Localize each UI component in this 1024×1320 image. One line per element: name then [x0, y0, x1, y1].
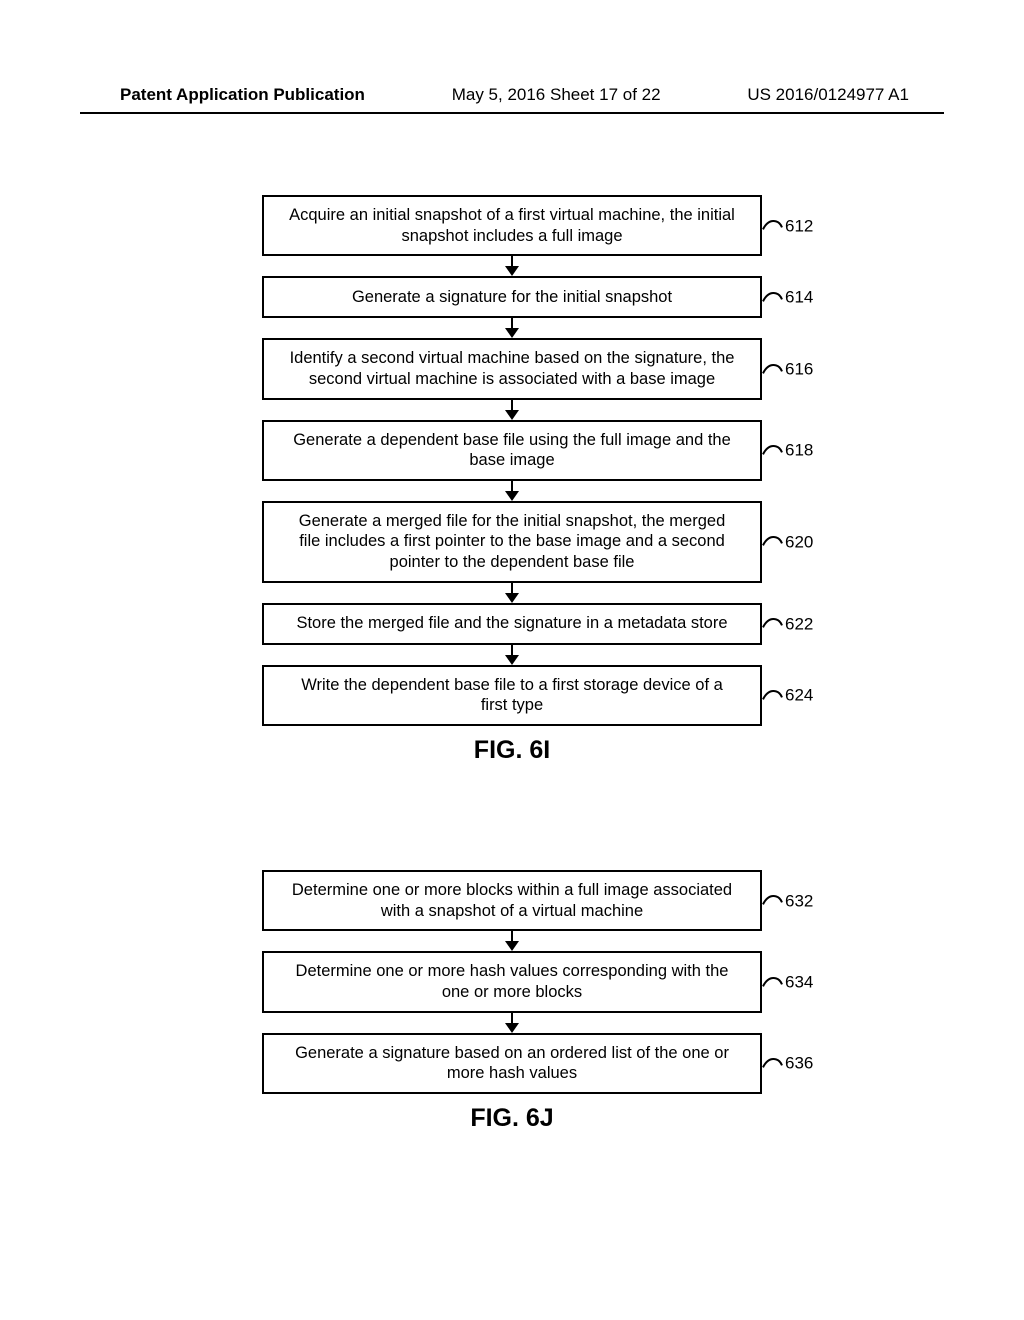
flow-step: Identify a second virtual machine based … — [262, 338, 762, 399]
reference-label: 616 — [762, 358, 813, 379]
flow-step-text: Determine one or more blocks within a fu… — [286, 880, 738, 921]
flow-step-text: Determine one or more hash values corres… — [286, 961, 738, 1002]
header-center: May 5, 2016 Sheet 17 of 22 — [452, 85, 661, 105]
leader-curve-icon — [762, 616, 784, 632]
header-rule — [80, 112, 944, 114]
reference-label: 612 — [762, 215, 813, 236]
header-right: US 2016/0124977 A1 — [747, 85, 909, 105]
leader-curve-icon — [762, 974, 784, 990]
flow-arrow — [505, 481, 519, 501]
flow-arrow — [505, 318, 519, 338]
flow-arrow — [505, 256, 519, 276]
flow-step: Determine one or more hash values corres… — [262, 951, 762, 1012]
reference-label: 614 — [762, 287, 813, 308]
flow-step: Generate a signature based on an ordered… — [262, 1033, 762, 1094]
flow-step: Store the merged file and the signature … — [262, 603, 762, 645]
reference-label: 632 — [762, 890, 813, 911]
reference-number: 634 — [785, 971, 813, 992]
flow-step: Acquire an initial snapshot of a first v… — [262, 195, 762, 256]
flow-step-text: Generate a signature based on an ordered… — [286, 1043, 738, 1084]
reference-number: 632 — [785, 890, 813, 911]
patent-page: Patent Application Publication May 5, 20… — [0, 0, 1024, 1320]
reference-number: 636 — [785, 1053, 813, 1074]
flow-step-text: Store the merged file and the signature … — [296, 613, 727, 634]
reference-label: 624 — [762, 685, 813, 706]
flow-arrow — [505, 400, 519, 420]
leader-curve-icon — [762, 218, 784, 234]
flow-arrow — [505, 583, 519, 603]
leader-curve-icon — [762, 361, 784, 377]
header-left: Patent Application Publication — [120, 85, 365, 105]
flow-step-text: Generate a signature for the initial sna… — [352, 287, 672, 308]
leader-curve-icon — [762, 534, 784, 550]
reference-label: 634 — [762, 971, 813, 992]
leader-curve-icon — [762, 687, 784, 703]
flow-arrow — [505, 1013, 519, 1033]
reference-number: 616 — [785, 358, 813, 379]
reference-number: 622 — [785, 613, 813, 634]
flow-step: Determine one or more blocks within a fu… — [262, 870, 762, 931]
figure-label: FIG. 6J — [470, 1104, 553, 1133]
flow-step: Write the dependent base file to a first… — [262, 665, 762, 726]
page-header: Patent Application Publication May 5, 20… — [0, 85, 1024, 105]
flow-step-text: Identify a second virtual machine based … — [286, 348, 738, 389]
reference-number: 612 — [785, 215, 813, 236]
flow-step: Generate a merged file for the initial s… — [262, 501, 762, 583]
flowchart-6j: Determine one or more blocks within a fu… — [262, 870, 762, 1133]
flowchart-6i: Acquire an initial snapshot of a first v… — [262, 195, 762, 765]
reference-number: 620 — [785, 531, 813, 552]
flow-step: Generate a signature for the initial sna… — [262, 276, 762, 318]
leader-curve-icon — [762, 289, 784, 305]
flow-step-text: Acquire an initial snapshot of a first v… — [286, 205, 738, 246]
leader-curve-icon — [762, 893, 784, 909]
reference-number: 618 — [785, 440, 813, 461]
reference-label: 618 — [762, 440, 813, 461]
reference-number: 614 — [785, 287, 813, 308]
figure-label: FIG. 6I — [474, 736, 550, 765]
flow-arrow — [505, 645, 519, 665]
reference-label: 622 — [762, 613, 813, 634]
flow-step-text: Write the dependent base file to a first… — [286, 675, 738, 716]
reference-number: 624 — [785, 685, 813, 706]
reference-label: 620 — [762, 531, 813, 552]
flow-arrow — [505, 931, 519, 951]
leader-curve-icon — [762, 1055, 784, 1071]
reference-label: 636 — [762, 1053, 813, 1074]
flow-step: Generate a dependent base file using the… — [262, 420, 762, 481]
leader-curve-icon — [762, 442, 784, 458]
flow-step-text: Generate a merged file for the initial s… — [286, 511, 738, 573]
flow-step-text: Generate a dependent base file using the… — [286, 430, 738, 471]
